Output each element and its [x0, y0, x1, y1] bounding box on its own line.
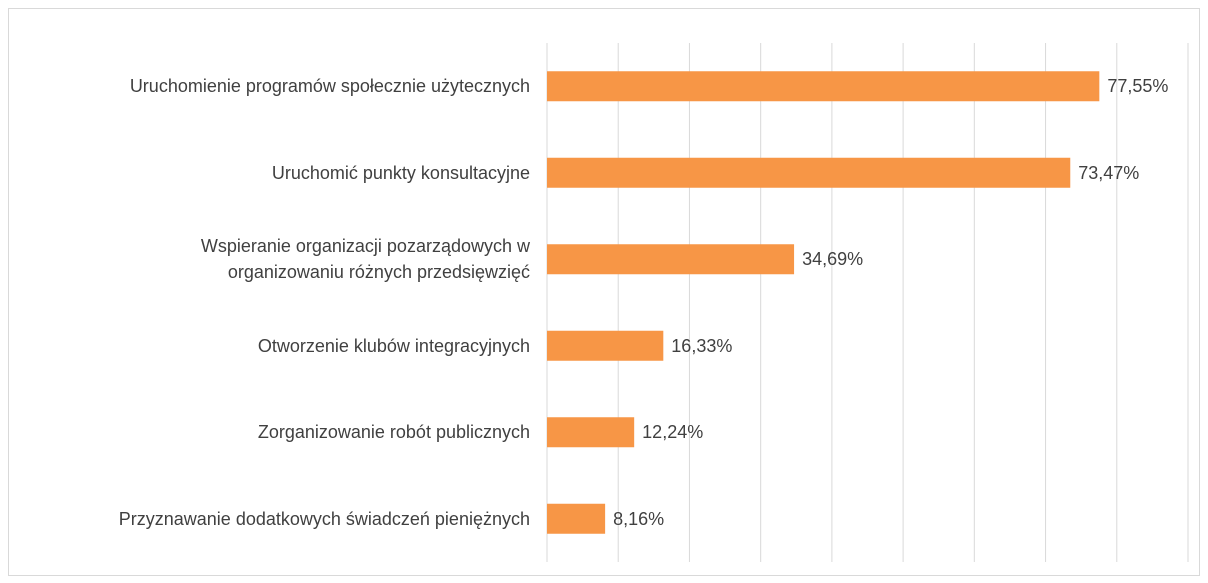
data-label: 77,55%	[1107, 76, 1169, 97]
category-label: Zorganizowanie robót publicznych	[257, 422, 530, 443]
bar	[547, 157, 1071, 188]
data-label: 8,16%	[613, 508, 665, 529]
bar	[547, 244, 795, 275]
data-label: 16,33%	[671, 335, 733, 356]
bar	[547, 417, 635, 448]
category-label: Otworzenie klubów integracyjnych	[257, 335, 530, 356]
data-label: 34,69%	[802, 249, 864, 270]
category-label: Przyznawanie dodatkowych świadczeń pieni…	[118, 508, 530, 529]
bar	[547, 71, 1100, 102]
bar	[547, 503, 606, 534]
category-label: Uruchomić punkty konsultacyjne	[271, 162, 530, 183]
data-label: 12,24%	[642, 422, 704, 443]
chart-border	[8, 8, 1200, 576]
data-label: 73,47%	[1078, 162, 1140, 183]
bar	[547, 330, 664, 361]
category-label: Wspieranie organizacji pozarządowych w o…	[200, 236, 530, 283]
category-label: Uruchomienie programów społecznie użytec…	[129, 76, 530, 97]
